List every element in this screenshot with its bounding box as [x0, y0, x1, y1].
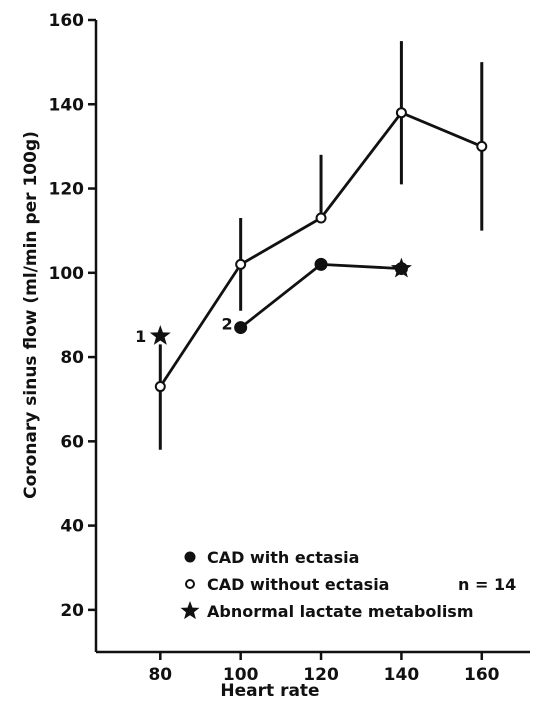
lactate-star-marker [149, 325, 171, 345]
x-axis-title: Heart rate [220, 681, 319, 701]
data-point [234, 321, 248, 335]
y-tick-label: 120 [49, 180, 85, 200]
x-tick-label: 160 [464, 665, 500, 685]
legend: CAD with ectasia CAD without ectasia n = 1… [180, 548, 516, 621]
y-tick-label: 20 [60, 601, 84, 621]
y-axis-title: Coronary sinus flow (ml/min per 100g) [21, 131, 41, 499]
y-tick-label: 140 [49, 95, 85, 115]
y-tick-label: 40 [60, 517, 84, 537]
series-2 [234, 257, 408, 335]
y-tick-label: 100 [49, 264, 85, 284]
y-tick-label: 80 [60, 348, 84, 368]
point-label: 2 [222, 315, 233, 334]
legend-label: CAD without ectasia [207, 575, 389, 594]
legend-label: CAD with ectasia [207, 548, 359, 567]
x-tick-label: 140 [384, 665, 420, 685]
data-point [315, 212, 327, 224]
x-tick-label: 80 [148, 665, 172, 685]
data-point [235, 258, 247, 270]
legend-star-symbol [180, 601, 200, 620]
data-point [476, 140, 488, 152]
chart-series: 12 [135, 41, 488, 450]
series-line [159, 110, 483, 388]
chart-axes: 20 40 60 80 100 120 140 160 80 100 120 140 160 [49, 11, 530, 685]
series-line [239, 262, 402, 329]
y-tick-label: 60 [60, 432, 84, 452]
legend-label: Abnormal lactate metabolism [207, 602, 474, 621]
data-point [314, 257, 328, 271]
data-point [395, 107, 407, 119]
series-1 [154, 41, 488, 450]
x-tick-label: 120 [303, 665, 339, 685]
legend-filled-circle-symbol [184, 551, 196, 563]
lactate-star-marker [390, 257, 412, 278]
x-tick-label: 100 [223, 665, 259, 685]
legend-n-label: n = 14 [458, 575, 516, 594]
data-point [154, 381, 166, 393]
legend-open-circle-symbol [185, 579, 195, 589]
y-tick-label: 160 [49, 11, 85, 31]
point-label: 1 [135, 327, 146, 346]
